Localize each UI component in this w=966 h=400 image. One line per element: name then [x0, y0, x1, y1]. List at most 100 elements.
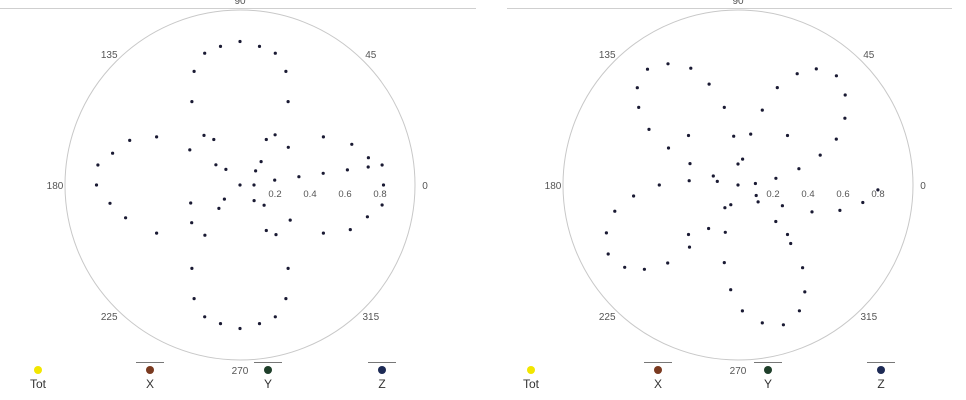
data-point: [188, 148, 191, 151]
data-point: [796, 72, 799, 75]
data-point: [774, 177, 777, 180]
data-point: [189, 201, 192, 204]
data-point: [258, 45, 261, 48]
data-point: [605, 231, 608, 234]
legend-item-z[interactable]: Z: [851, 358, 911, 400]
data-point: [202, 134, 205, 137]
data-point: [844, 93, 847, 96]
data-point: [755, 194, 758, 197]
angle-tick-label: 180: [545, 181, 562, 192]
legend-item-z[interactable]: Z: [352, 358, 412, 400]
angle-tick-label: 225: [101, 312, 118, 323]
legend-dot-icon: [264, 366, 272, 374]
data-point: [346, 168, 349, 171]
data-point: [190, 267, 193, 270]
data-point: [238, 183, 241, 186]
data-point: [736, 183, 739, 186]
data-point: [658, 183, 661, 186]
data-point: [688, 179, 691, 182]
legend-label: Z: [851, 377, 911, 391]
data-point: [238, 40, 241, 43]
data-point: [632, 194, 635, 197]
data-point: [322, 135, 325, 138]
angle-tick-label: 315: [362, 312, 379, 323]
data-point: [636, 86, 639, 89]
legend-item-y[interactable]: Y: [238, 358, 298, 400]
angle-tick-label: 315: [860, 312, 877, 323]
data-point: [263, 204, 266, 207]
data-point: [260, 160, 263, 163]
legend-dot-icon: [764, 366, 772, 374]
data-point: [265, 229, 268, 232]
data-point: [108, 202, 111, 205]
data-point: [287, 146, 290, 149]
data-point: [223, 198, 226, 201]
data-point: [258, 322, 261, 325]
data-point: [843, 117, 846, 120]
data-point: [238, 327, 241, 330]
legend-swatch-bar: [136, 362, 164, 363]
data-point: [217, 207, 220, 210]
legend-item-x[interactable]: X: [120, 358, 180, 400]
data-point: [754, 182, 757, 185]
data-point: [707, 227, 710, 230]
data-point: [254, 169, 257, 172]
data-point: [729, 288, 732, 291]
data-point: [776, 86, 779, 89]
radial-tick-label: 0.2: [766, 189, 779, 200]
legend-item-tot[interactable]: Tot: [501, 358, 561, 400]
radial-tick-label: 0.4: [801, 189, 814, 200]
data-point: [253, 199, 256, 202]
data-point: [350, 143, 353, 146]
data-point: [124, 216, 127, 219]
data-point: [815, 67, 818, 70]
data-point: [761, 109, 764, 112]
data-point: [835, 74, 838, 77]
polar-plot-right: 045901351802252703150.2 0.4 0.6 0.8: [483, 0, 966, 360]
angle-tick-label: 90: [234, 0, 246, 7]
data-point: [193, 297, 196, 300]
legend-label: Y: [238, 377, 298, 391]
data-point: [367, 156, 370, 159]
data-point: [712, 174, 715, 177]
data-point: [838, 209, 841, 212]
data-point: [667, 146, 670, 149]
data-point: [287, 267, 290, 270]
angle-tick-label: 225: [599, 312, 616, 323]
data-point: [786, 134, 789, 137]
data-point: [723, 106, 726, 109]
legend-label: X: [120, 377, 180, 391]
legend-item-x[interactable]: X: [628, 358, 688, 400]
legend-label: Tot: [8, 377, 68, 391]
legend-item-y[interactable]: Y: [738, 358, 798, 400]
data-point: [716, 180, 719, 183]
legend-swatch-bar: [867, 362, 895, 363]
angle-tick-label: 0: [422, 181, 428, 192]
data-point: [607, 252, 610, 255]
legend-label: Y: [738, 377, 798, 391]
legend-left: Tot X Y Z: [0, 358, 483, 400]
data-point: [190, 221, 193, 224]
legend-label: Tot: [501, 377, 561, 391]
data-point: [274, 315, 277, 318]
legend-swatch-bar: [254, 362, 282, 363]
data-point: [349, 228, 352, 231]
radial-tick-label: 0.6: [338, 189, 351, 200]
data-point: [723, 261, 726, 264]
data-point: [666, 62, 669, 65]
data-point: [761, 321, 764, 324]
data-point: [128, 139, 131, 142]
data-point: [798, 309, 801, 312]
angle-tick-label: 0: [920, 181, 926, 192]
angle-tick-label: 90: [732, 0, 744, 7]
data-point: [835, 138, 838, 141]
data-point: [190, 100, 193, 103]
data-point: [729, 203, 732, 206]
legend-dot-icon: [654, 366, 662, 374]
data-point: [322, 172, 325, 175]
legend-item-tot[interactable]: Tot: [8, 358, 68, 400]
data-point: [688, 246, 691, 249]
legend-dot-icon: [877, 366, 885, 374]
data-point: [284, 297, 287, 300]
data-point: [803, 290, 806, 293]
